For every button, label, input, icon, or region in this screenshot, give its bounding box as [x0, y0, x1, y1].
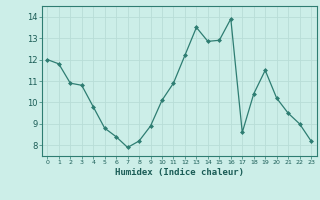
X-axis label: Humidex (Indice chaleur): Humidex (Indice chaleur)	[115, 168, 244, 177]
